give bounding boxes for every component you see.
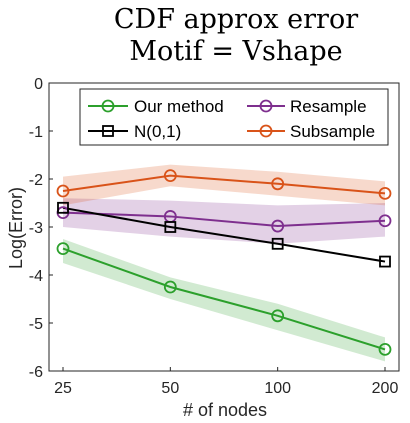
y-tick-label: -3 — [29, 220, 43, 237]
legend-marker-resample — [259, 99, 273, 113]
legend-marker-subsample — [259, 124, 273, 138]
line-n-0-1 — [62, 206, 386, 263]
x-tick-label: 50 — [161, 380, 179, 397]
confidence-bands — [63, 164, 385, 362]
point-n-0-1 — [271, 237, 284, 250]
y-tick-label: -2 — [29, 172, 43, 189]
point-resample — [271, 219, 285, 233]
legend-box — [79, 88, 389, 146]
legend-label-our-method: Our method — [134, 97, 224, 116]
line-subsample — [62, 174, 386, 195]
legend-label-subsample: Subsample — [290, 122, 375, 141]
legend-label-n01: N(0,1) — [134, 122, 181, 141]
point-resample — [378, 214, 392, 228]
point-our-method — [56, 242, 70, 256]
point-n-0-1 — [57, 201, 69, 214]
x-tick-label: 100 — [264, 380, 291, 397]
x-tick-label: 200 — [372, 380, 399, 397]
point-n-0-1 — [379, 255, 391, 268]
y-axis-label: Log(Error) — [6, 187, 26, 269]
point-n-0-1 — [164, 221, 177, 233]
point-our-method — [378, 342, 392, 356]
x-axis-label: # of nodes — [183, 400, 267, 420]
legend-label-resample: Resample — [290, 97, 367, 116]
legend-marker-n01 — [102, 125, 114, 137]
chart-title-line-1: CDF approx error — [114, 4, 358, 35]
line-our-method — [62, 247, 386, 351]
x-axis-ticks: 25 50 100 200 — [54, 367, 398, 397]
point-our-method — [163, 280, 177, 294]
chart-title-line-2: Motif = Vshape — [129, 36, 342, 67]
point-subsample — [56, 184, 70, 198]
point-subsample — [271, 177, 285, 191]
y-tick-label: -6 — [29, 364, 43, 381]
series-lines — [62, 174, 386, 351]
point-subsample — [378, 186, 392, 200]
band-our-method — [63, 239, 385, 362]
band-subsample — [63, 164, 385, 206]
y-tick-label: -1 — [29, 124, 43, 141]
point-our-method — [271, 309, 285, 323]
y-axis-ticks: 0 -1 -2 -3 -4 -5 -6 — [29, 76, 53, 381]
legend-marker-our-method — [101, 99, 115, 113]
x-tick-label: 25 — [54, 380, 72, 397]
y-tick-label: -4 — [29, 268, 43, 285]
chart-legend: Our method Resample N(0,1) Subsample — [79, 88, 389, 146]
line-resample — [62, 211, 386, 228]
y-tick-label: -5 — [29, 316, 43, 333]
point-subsample — [163, 169, 177, 183]
y-tick-label: 0 — [34, 76, 43, 93]
series-markers — [56, 169, 392, 356]
